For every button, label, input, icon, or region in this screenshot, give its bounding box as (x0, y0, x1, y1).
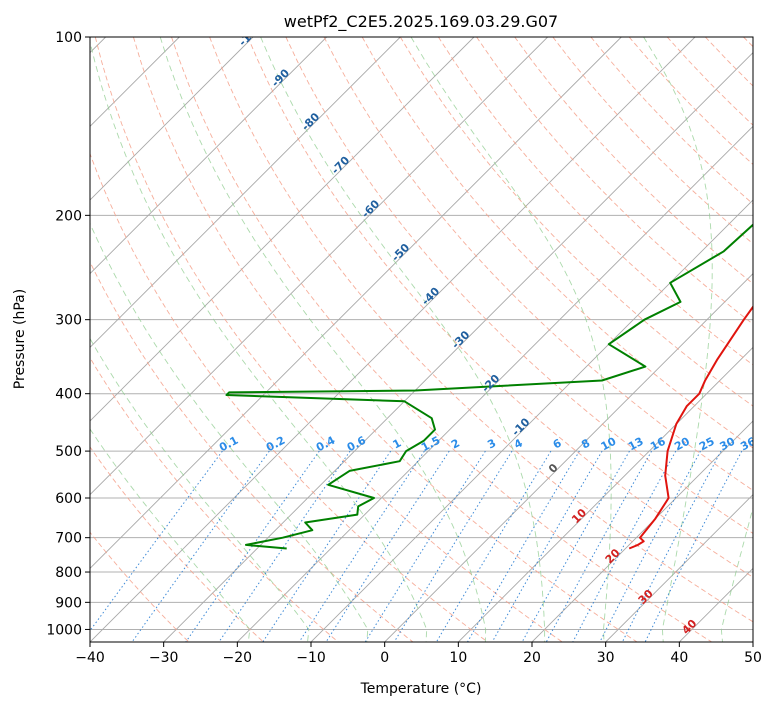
dry-adiabat-line (90, 531, 190, 642)
dry-adiabat-line (323, 37, 753, 491)
dry-adiabat-line (171, 37, 712, 642)
isotherm-line (605, 494, 753, 642)
moist-adiabat-line (90, 337, 310, 642)
y-tick-label: 200 (55, 208, 82, 224)
y-tick-label: 500 (55, 444, 82, 460)
mixing-ratio-line (491, 450, 603, 642)
chart-title: wetPf2_C2E5.2025.169.03.29.G07 (284, 12, 558, 32)
dry-adiabat-line (90, 261, 414, 642)
y-tick-label: 1000 (46, 622, 82, 638)
mixing-ratio-line (298, 450, 425, 642)
moist-adiabat-line (260, 37, 546, 642)
moist-adiabat-line (90, 40, 428, 642)
x-tick-label: 40 (670, 650, 688, 666)
dewpoint-profile-line (225, 223, 753, 550)
moist-adiabat-line (90, 222, 369, 642)
isotherm-line (90, 37, 254, 201)
moist-adiabat-line (90, 428, 251, 642)
isotherm-line (90, 37, 475, 422)
y-tick-label: 300 (55, 313, 82, 329)
mixing-ratio-label: 13 (626, 435, 646, 454)
dry-adiabat-line (476, 37, 753, 325)
dry-adiabat-line (514, 37, 753, 285)
isotherm-label: -100 (236, 20, 265, 49)
mixing-ratio-line (393, 450, 513, 642)
dry-adiabat-line (132, 37, 638, 642)
x-tick-label: 50 (744, 650, 762, 666)
isotherm-line (90, 37, 548, 496)
mixing-ratio-label: 30 (718, 435, 738, 454)
mixing-ratio-line (545, 450, 653, 642)
isotherm-line (90, 37, 696, 642)
y-tick-label: 900 (55, 595, 82, 611)
mixing-ratio-label: 10 (599, 435, 619, 454)
dry-adiabat-line (209, 37, 753, 623)
mixing-ratio-line (599, 450, 701, 642)
isotherm-line (458, 346, 753, 642)
dry-adiabat-line (90, 446, 264, 642)
moist-adiabat-line (643, 37, 713, 642)
dry-adiabat-line (90, 152, 488, 642)
y-axis-label: Pressure (hPa) (12, 289, 28, 389)
y-tick-label: 100 (55, 30, 82, 46)
mixing-ratio-line (185, 450, 320, 642)
axes: −40 −30 −20 −10 0 10 20 30 40 50 100 200 300 400 500 60… (46, 30, 762, 666)
x-tick-label: 30 (597, 650, 615, 666)
y-tick-label: 400 (55, 387, 82, 403)
mixing-ratio-line (572, 450, 677, 642)
dry-adiabat-line (90, 356, 339, 642)
isotherm-line (237, 125, 753, 642)
dry-adiabat-line (438, 37, 753, 366)
y-tick-label: 800 (55, 565, 82, 581)
mixing-ratio-line (644, 450, 743, 642)
data-series (225, 223, 753, 550)
isotherm-line (90, 37, 327, 275)
mixing-ratio-label: 20 (672, 435, 692, 454)
dry-adiabat-line (94, 37, 563, 642)
moist-adiabat-line (410, 37, 612, 642)
x-tick-label: −10 (296, 650, 326, 666)
isotherm-line (752, 641, 753, 642)
isotherm-line (90, 37, 401, 348)
x-tick-label: 10 (449, 650, 467, 666)
mixing-ratio-line (521, 450, 630, 642)
mixing-ratio-line (218, 450, 351, 642)
mixing-ratio-line (90, 450, 223, 632)
mixing-ratio-line (621, 450, 722, 642)
x-axis-label: Temperature (°C) (360, 681, 482, 697)
mixing-ratio-label: 36 (738, 435, 758, 454)
mixing-ratio-label: 25 (697, 435, 717, 454)
plot-frame (89, 36, 754, 643)
x-tick-label: 20 (523, 650, 541, 666)
isotherm-line (531, 420, 753, 642)
mixing-ratio-label: 16 (648, 435, 668, 454)
isotherm-line (90, 37, 622, 569)
plot-background (90, 37, 753, 642)
dry-adiabat-line (399, 37, 753, 407)
x-tick-label: 0 (380, 650, 389, 666)
moist-adiabat-line (159, 37, 487, 642)
x-tick-label: −40 (75, 650, 105, 666)
x-tick-label: −20 (223, 650, 253, 666)
y-tick-label: 700 (55, 531, 82, 547)
moist-adiabat-line (720, 506, 753, 642)
temperature-profile-line (628, 305, 753, 550)
x-tick-label: −30 (149, 650, 179, 666)
isotherm-line (384, 273, 753, 642)
y-tick-label: 600 (55, 491, 82, 507)
dry-adiabat-line (285, 37, 753, 535)
dry-adiabat-line (247, 37, 753, 578)
